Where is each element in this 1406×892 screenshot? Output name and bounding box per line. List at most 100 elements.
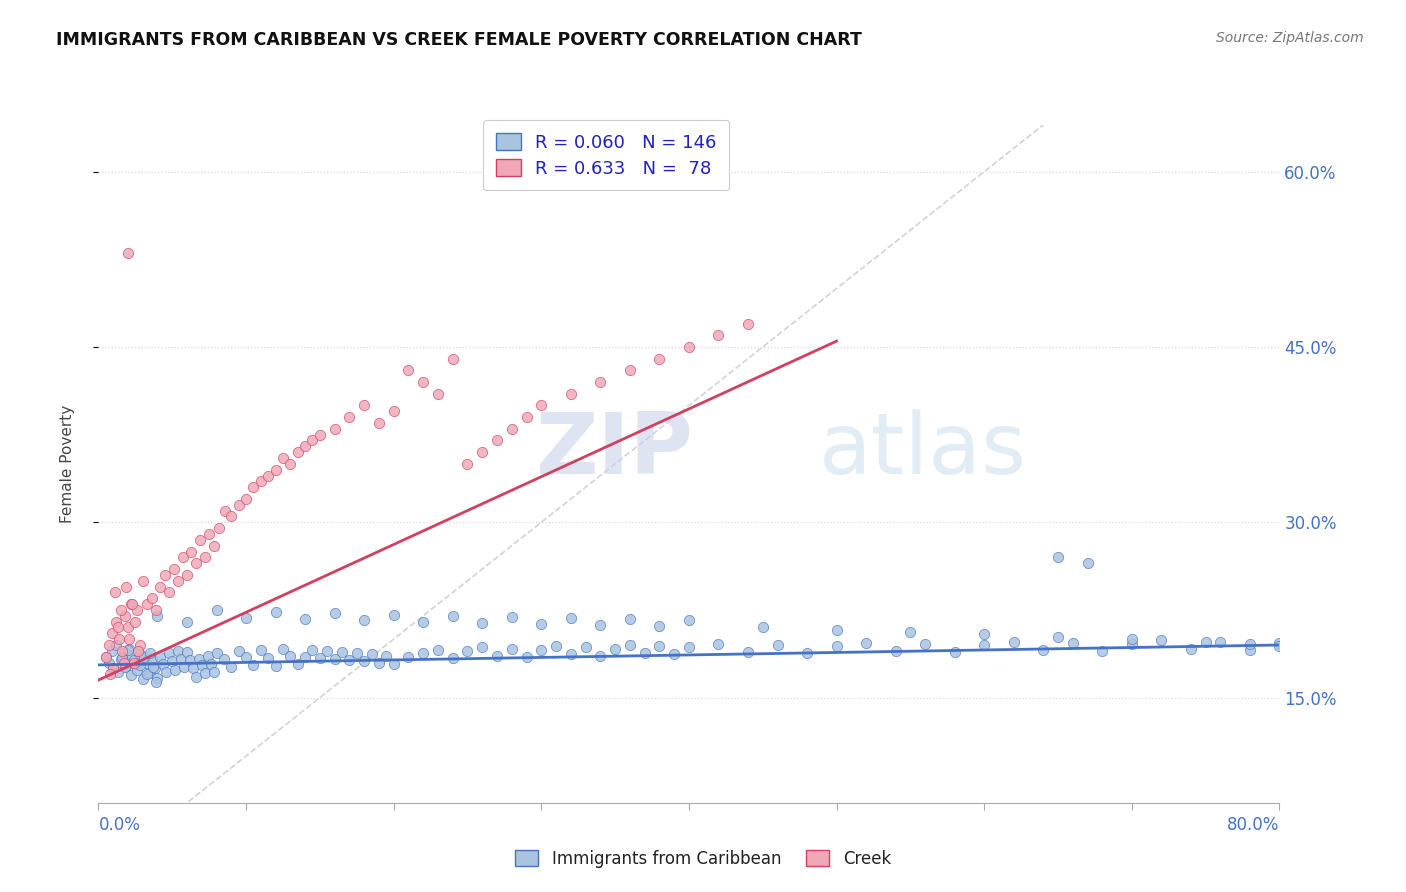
Point (103, 661, 125, 675)
Point (157, 585, 180, 599)
Point (375, 648, 398, 663)
Point (707, 637, 730, 651)
Point (100, 626, 122, 640)
Point (242, 480, 264, 494)
Point (212, 652, 235, 666)
Point (619, 612, 641, 626)
Point (105, 615, 128, 629)
Point (973, 627, 995, 641)
Point (339, 410, 360, 425)
Point (110, 652, 132, 666)
Point (1032, 642, 1054, 657)
Point (605, 641, 627, 656)
Point (294, 612, 316, 626)
Point (250, 642, 273, 657)
Point (176, 567, 198, 582)
Point (188, 533, 211, 547)
Point (560, 648, 582, 662)
Point (124, 657, 146, 671)
Point (128, 638, 150, 652)
Point (142, 660, 165, 674)
Point (125, 663, 148, 677)
Point (176, 615, 198, 629)
Point (546, 639, 568, 653)
Point (382, 404, 405, 418)
Point (100, 644, 122, 658)
Point (202, 665, 225, 679)
Point (208, 521, 231, 535)
Point (117, 620, 139, 634)
Point (1209, 634, 1232, 648)
Point (110, 603, 132, 617)
Point (1239, 642, 1261, 657)
Point (139, 646, 162, 660)
Point (114, 608, 136, 623)
Point (197, 648, 219, 663)
Point (560, 611, 582, 625)
Point (589, 618, 612, 632)
Point (330, 645, 353, 659)
Point (648, 639, 671, 653)
Point (368, 416, 391, 430)
Point (145, 603, 167, 617)
Point (486, 648, 509, 663)
Point (176, 645, 198, 659)
Point (165, 663, 187, 677)
Point (301, 434, 323, 448)
Point (128, 648, 150, 662)
Text: IMMIGRANTS FROM CARIBBEAN VS CREEK FEMALE POVERTY CORRELATION CHART: IMMIGRANTS FROM CARIBBEAN VS CREEK FEMAL… (56, 31, 862, 49)
Point (112, 646, 135, 660)
Point (501, 610, 523, 624)
Point (353, 614, 375, 628)
Point (301, 642, 323, 657)
Legend: Immigrants from Caribbean, Creek: Immigrants from Caribbean, Creek (509, 844, 897, 875)
Point (530, 642, 553, 657)
Point (943, 645, 966, 659)
Point (973, 638, 995, 652)
Point (235, 611, 257, 625)
Point (619, 638, 641, 652)
Point (111, 644, 134, 658)
Point (128, 657, 150, 672)
Point (456, 644, 478, 658)
Point (138, 666, 160, 681)
Point (412, 646, 434, 660)
Point (115, 659, 138, 673)
Point (633, 646, 655, 660)
Point (589, 375, 612, 389)
Point (360, 648, 382, 662)
Point (1268, 639, 1291, 653)
Point (228, 644, 250, 658)
Point (132, 574, 155, 588)
Point (796, 646, 818, 660)
Point (187, 652, 209, 666)
Point (412, 375, 434, 389)
Point (155, 665, 177, 679)
Y-axis label: Female Poverty: Female Poverty (60, 405, 75, 523)
Point (132, 672, 155, 686)
Point (456, 457, 478, 471)
Point (163, 562, 186, 576)
Text: Source: ZipAtlas.com: Source: ZipAtlas.com (1216, 31, 1364, 45)
Point (501, 422, 523, 436)
Point (94, 649, 117, 664)
Point (353, 654, 375, 668)
Point (574, 640, 596, 655)
Point (135, 656, 157, 670)
Point (678, 340, 700, 354)
Point (884, 644, 907, 658)
Point (316, 644, 339, 658)
Point (104, 585, 127, 599)
Point (427, 642, 450, 657)
Point (1121, 637, 1143, 651)
Point (118, 632, 141, 647)
Point (1077, 556, 1099, 570)
Point (530, 398, 553, 412)
Point (737, 317, 759, 331)
Point (120, 668, 142, 682)
Point (1268, 635, 1291, 649)
Point (1046, 550, 1069, 565)
Point (1180, 641, 1202, 656)
Point (200, 657, 222, 671)
Point (271, 641, 294, 656)
